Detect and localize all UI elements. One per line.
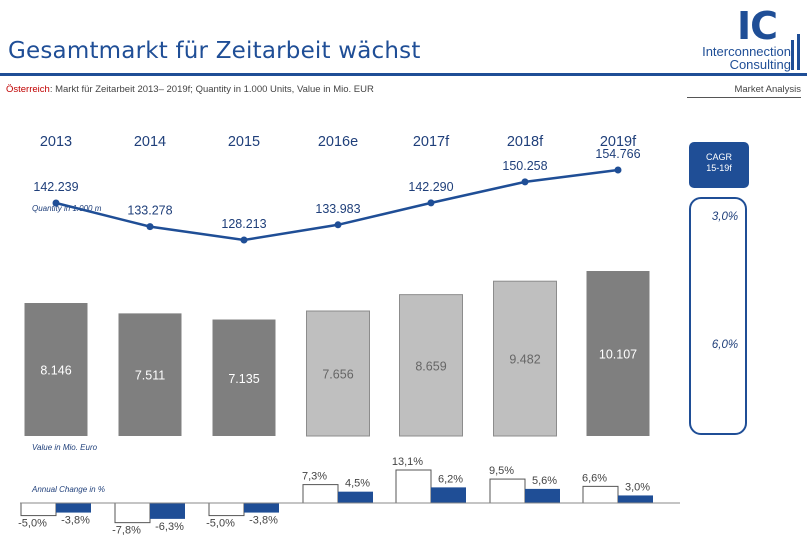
quantity-label: 128.213	[221, 217, 266, 231]
change-quantity-bar	[302, 484, 339, 504]
change-series-label: Annual Change in %	[32, 485, 105, 494]
subtitle-text: : Markt für Zeitarbeit 2013– 2019f; Quan…	[49, 84, 374, 95]
quantity-series-label: Quantity in 1.000 m	[32, 204, 102, 213]
page-title: Gesamtmarkt für Zeitarbeit wächst	[8, 38, 421, 64]
value-bar-label: 7.511	[135, 369, 165, 383]
quantity-label: 142.239	[33, 180, 78, 194]
value-bar-label: 7.135	[228, 372, 259, 386]
change-value-label: -6,3%	[155, 521, 184, 533]
value-bar	[399, 294, 463, 437]
change-value-label: -3,8%	[249, 515, 278, 527]
change-value-bar	[525, 488, 560, 503]
change-quantity-label: 6,6%	[582, 472, 607, 484]
change-value-label: 4,5%	[345, 478, 370, 490]
year-label: 2014	[133, 134, 167, 150]
logo-bar	[791, 40, 794, 70]
logo-text-line2: Consulting	[729, 57, 791, 72]
year-label: 2019f	[599, 134, 637, 150]
change-value-bar	[244, 503, 279, 513]
market-analysis-label: Market Analysis	[687, 84, 801, 98]
cagr-box	[689, 197, 747, 435]
change-value-label: 6,2%	[438, 473, 463, 485]
value-bar	[306, 310, 370, 437]
header-divider	[0, 73, 807, 76]
value-bar-label: 8.659	[415, 359, 446, 373]
year-label: 2015	[227, 134, 261, 150]
change-quantity-bar	[489, 478, 526, 504]
quantity-point	[52, 199, 60, 207]
change-value-bar	[150, 503, 185, 519]
value-bar	[24, 303, 88, 436]
value-bar	[212, 319, 276, 436]
year-label: 2018f	[506, 134, 544, 150]
change-quantity-bar	[582, 485, 619, 504]
year-label: 2016e	[317, 134, 359, 150]
quantity-label: 142.290	[408, 180, 453, 194]
quantity-point	[334, 221, 342, 229]
value-bar	[586, 271, 650, 436]
change-quantity-label: 7,3%	[302, 471, 327, 483]
change-quantity-bar	[20, 502, 57, 517]
change-quantity-bar	[208, 502, 245, 517]
quantity-label: 133.983	[315, 202, 360, 216]
logo-text-line1: Interconnection	[702, 44, 791, 59]
quantity-label: 150.258	[502, 159, 547, 173]
cagr-heading-line2: 15-19f	[706, 163, 732, 173]
cagr-value-value: 6,0%	[711, 339, 739, 351]
change-value-bar	[431, 487, 466, 503]
value-series-label: Value in Mio. Euro	[32, 443, 98, 452]
cagr-heading: CAGR 15-19f	[689, 142, 749, 188]
cagr-quantity-value: 3,0%	[711, 211, 739, 223]
quantity-point	[521, 178, 529, 186]
change-quantity-label: -5,0%	[206, 518, 235, 530]
quantity-point	[146, 223, 154, 231]
value-bar-label: 9.482	[509, 353, 540, 367]
value-bar	[493, 280, 557, 437]
change-quantity-label: -7,8%	[112, 525, 141, 537]
value-bar-label: 8.146	[40, 364, 71, 378]
year-label: 2013	[39, 134, 73, 150]
logo-bar	[797, 34, 800, 70]
quantity-point	[427, 199, 435, 207]
quantity-point	[614, 166, 622, 174]
change-quantity-label: 13,1%	[392, 456, 423, 468]
change-value-label: 5,6%	[532, 475, 557, 487]
chart-subtitle: Österreich: Markt für Zeitarbeit 2013– 2…	[6, 84, 374, 95]
cagr-heading-line1: CAGR	[705, 152, 732, 162]
change-quantity-bar	[114, 502, 151, 524]
change-quantity-label: -5,0%	[18, 518, 47, 530]
subtitle-country: Österreich	[6, 84, 50, 95]
change-value-bar	[618, 495, 653, 503]
value-bar-label: 7.656	[322, 368, 353, 382]
change-quantity-label: 9,5%	[489, 465, 514, 477]
change-value-label: 3,0%	[625, 481, 650, 493]
quantity-label: 133.278	[127, 204, 172, 218]
value-bar-label: 10.107	[599, 348, 637, 362]
change-value-label: -3,8%	[61, 515, 90, 527]
change-value-bar	[56, 503, 91, 513]
quantity-point	[240, 236, 248, 244]
quantity-label: 154.766	[595, 147, 640, 161]
year-label: 2017f	[412, 134, 450, 150]
value-bar	[118, 313, 182, 436]
change-quantity-bar	[395, 469, 432, 504]
logo-mark: IC	[737, 4, 778, 48]
change-value-bar	[338, 491, 373, 503]
